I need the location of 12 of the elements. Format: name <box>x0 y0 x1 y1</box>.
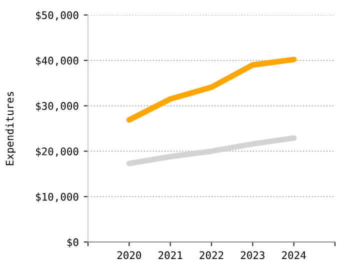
y-tick-label: $20,000 <box>36 147 78 157</box>
y-tick-label: $50,000 <box>36 11 78 21</box>
y-tick-label: $40,000 <box>36 56 78 66</box>
x-tick-label: 2021 <box>158 251 182 260</box>
y-tick-label: $10,000 <box>36 192 78 202</box>
x-tick-label: 2020 <box>117 251 142 260</box>
x-tick-label: 2023 <box>240 251 264 260</box>
y-tick-label: $30,000 <box>36 102 78 112</box>
x-tick-label: 2024 <box>282 251 306 260</box>
y-axis-title: Expenditures <box>6 92 16 166</box>
y-tick-label: $0 <box>67 238 78 248</box>
x-tick-label: 2022 <box>200 251 224 260</box>
